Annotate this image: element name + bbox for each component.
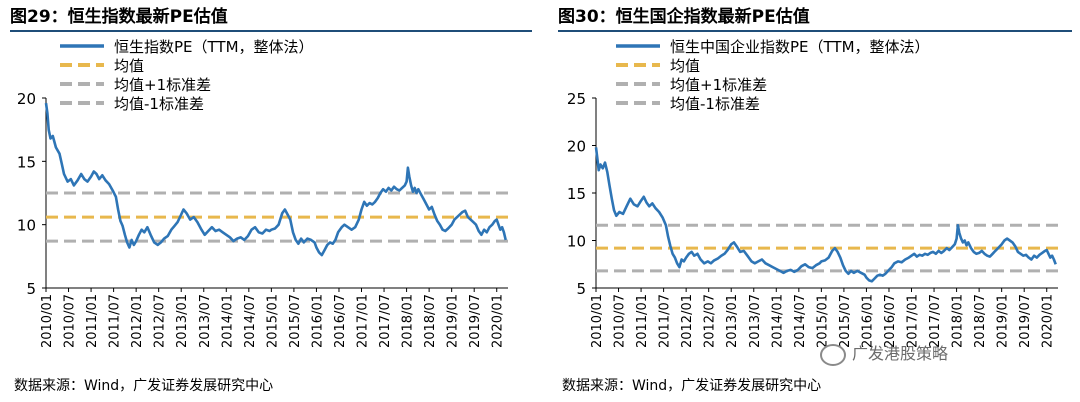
wechat-icon [820, 343, 846, 366]
x-tick-label: 2019/01 [996, 294, 1011, 348]
x-tick-label: 2010/07 [613, 294, 628, 348]
y-tick-label: 15 [17, 153, 36, 171]
figure-title-text: 图29：恒生指数最新PE估值 [10, 7, 228, 27]
x-tick-label: 2011/07 [658, 294, 673, 348]
legend-label: 恒生指数PE（TTM，整体法） [114, 38, 314, 56]
legend-label: 均值-1标准差 [114, 95, 204, 113]
line-chart-left: 恒生指数PE（TTM，整体法）均值均值+1标准差均值-1标准差510152020… [17, 38, 508, 348]
x-tick-label: 2017/01 [356, 294, 371, 348]
x-tick-label: 2012/01 [680, 294, 695, 348]
x-tick-label: 2015/01 [265, 294, 280, 348]
x-tick-label: 2015/07 [838, 294, 853, 348]
series-line [594, 147, 1057, 283]
x-tick-label: 2018/07 [973, 294, 988, 348]
title-rule [558, 30, 1072, 32]
x-tick-label: 2011/07 [108, 294, 123, 348]
y-tick-label: 25 [567, 90, 586, 108]
figure-title-text: 图30：恒生国企指数最新PE估值 [558, 7, 810, 27]
x-tick-label: 2016/01 [310, 294, 325, 348]
x-tick-label: 2013/07 [748, 294, 763, 348]
x-tick-label: 2019/07 [468, 294, 483, 348]
y-tick-label: 15 [567, 185, 586, 203]
x-tick-label: 2019/07 [1018, 294, 1033, 348]
x-tick-label: 2019/01 [446, 294, 461, 348]
chart-panel-right: 图30：恒生国企指数最新PE估值 恒生中国企业指数PE（TTM，整体法） 均值 均值… [548, 0, 1080, 402]
x-tick-label: 2011/01 [635, 294, 650, 348]
x-tick-label: 2010/01 [590, 294, 605, 348]
x-tick-label: 2012/07 [153, 294, 168, 348]
y-tick-label: 10 [17, 217, 36, 235]
x-tick-label: 2017/07 [378, 294, 393, 348]
figure-title-right: 图30：恒生国企指数最新PE估值 [558, 4, 810, 30]
x-tick-label: 2013/01 [725, 294, 740, 348]
x-tick-label: 2010/01 [40, 294, 55, 348]
x-tick-label: 2015/01 [815, 294, 830, 348]
y-tick-label: 10 [567, 233, 586, 251]
y-tick-label: 20 [567, 138, 586, 156]
source-note-right: 数据来源：Wind，广发证券发展研究中心 [562, 378, 822, 394]
x-tick-label: 2018/01 [401, 294, 416, 348]
watermark-text: 广发港股策略 [852, 344, 949, 363]
y-tick-label: 5 [576, 280, 586, 298]
x-tick-label: 2018/07 [423, 294, 438, 348]
x-tick-label: 2017/01 [906, 294, 921, 348]
legend-label: 均值+1标准差 [114, 76, 211, 94]
x-tick-label: 2012/07 [703, 294, 718, 348]
watermark: 广发港股策略 [820, 340, 1050, 370]
x-tick-label: 2018/01 [951, 294, 966, 348]
x-tick-label: 2017/07 [928, 294, 943, 348]
legend-label: 恒生中国企业指数PE（TTM，整体法） [670, 38, 930, 56]
x-tick-label: 2016/01 [860, 294, 875, 348]
legend-label: 均值+1标准差 [670, 76, 767, 94]
chart-panel-left: 图29：恒生指数最新PE估值 恒生指数PE（TTM，整体法） 均值 均值+1标准差均… [10, 4, 532, 394]
x-tick-label: 2016/07 [883, 294, 898, 348]
x-tick-label: 2010/07 [63, 294, 78, 348]
x-tick-label: 2015/07 [288, 294, 303, 348]
x-tick-label: 2013/01 [175, 294, 190, 348]
figure-title-left: 图29：恒生指数最新PE估值 [10, 4, 228, 30]
title-rule [10, 30, 532, 32]
x-tick-label: 2014/01 [220, 294, 235, 348]
x-tick-label: 2013/07 [198, 294, 213, 348]
x-tick-label: 2014/01 [770, 294, 785, 348]
legend-label: 均值-1标准差 [670, 95, 760, 113]
source-note-left: 数据来源：Wind，广发证券发展研究中心 [14, 378, 274, 394]
x-tick-label: 2011/01 [85, 294, 100, 348]
legend-label: 均值 [670, 57, 700, 75]
x-tick-label: 2020/01 [1041, 294, 1056, 348]
y-tick-label: 20 [17, 90, 36, 108]
x-tick-label: 2014/07 [793, 294, 808, 348]
x-tick-label: 2012/01 [130, 294, 145, 348]
x-tick-label: 2020/01 [491, 294, 506, 348]
x-tick-label: 2014/07 [243, 294, 258, 348]
y-tick-label: 5 [26, 280, 36, 298]
legend-label: 均值 [114, 57, 144, 75]
x-tick-label: 2016/07 [333, 294, 348, 348]
series-line [44, 102, 507, 257]
